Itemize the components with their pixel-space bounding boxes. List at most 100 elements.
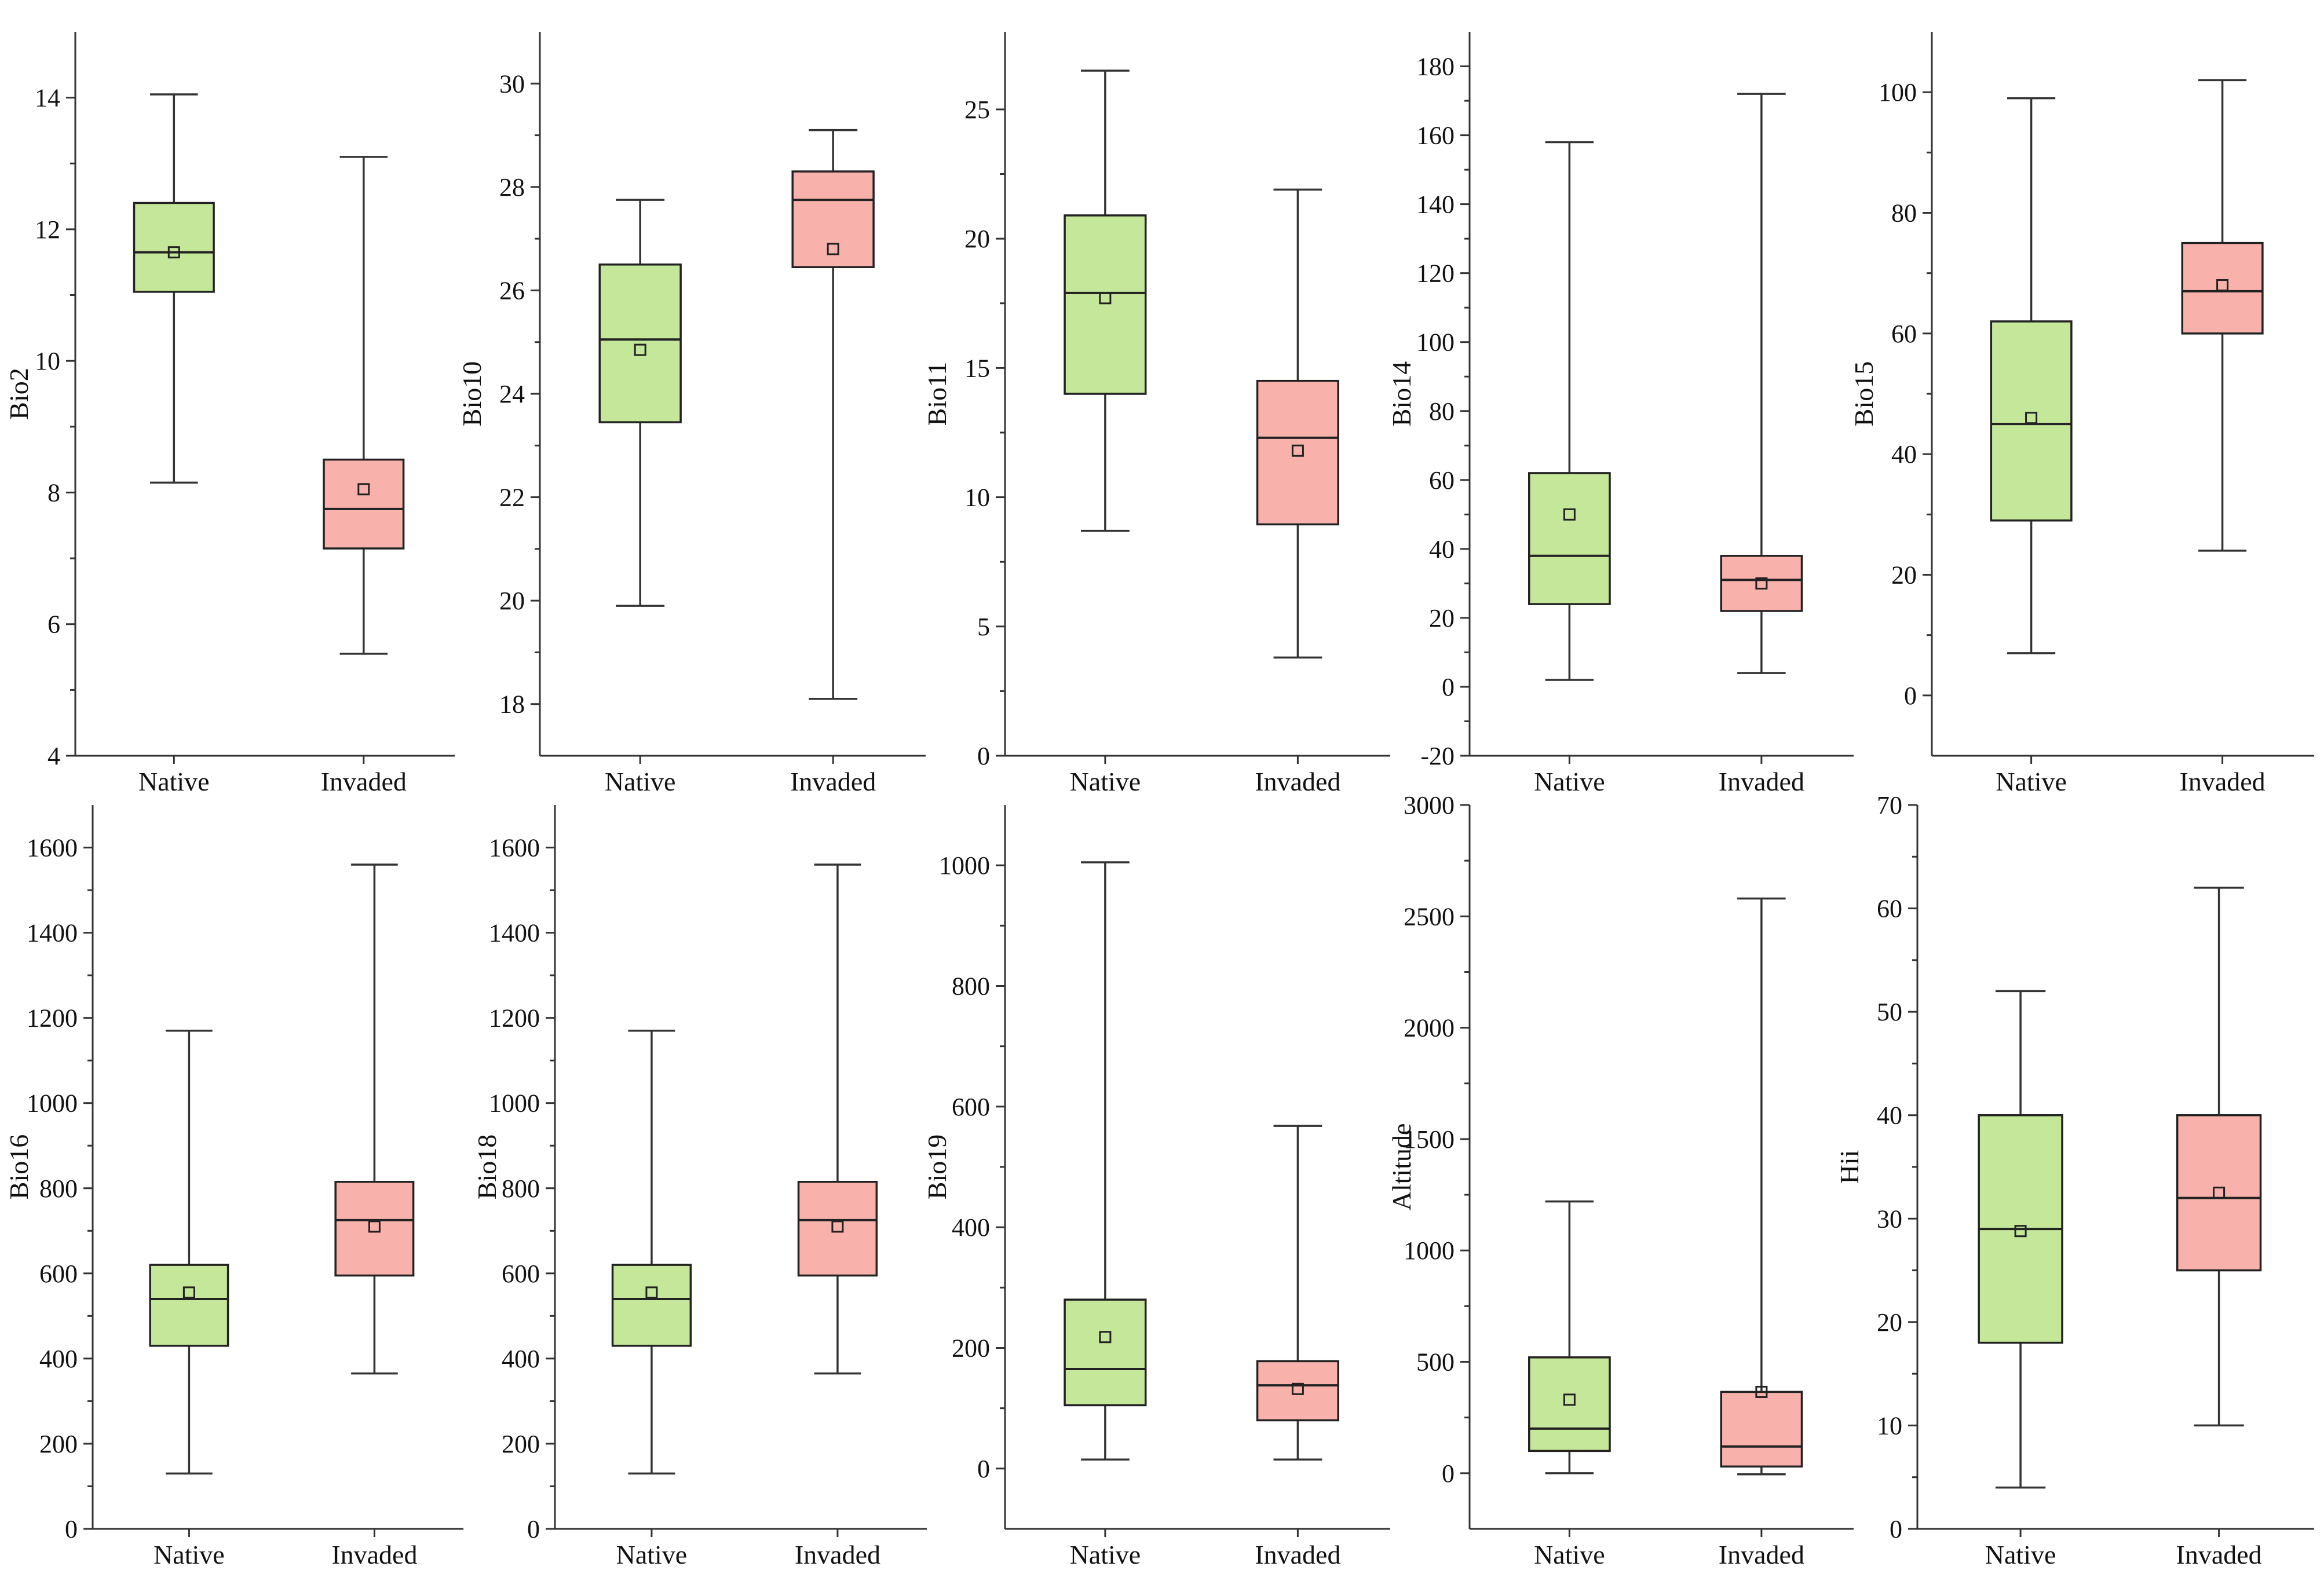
y-tick-label: 20: [964, 225, 990, 253]
y-tick-label: 24: [499, 380, 525, 408]
y-tick-label: 22: [499, 484, 525, 512]
y-tick-label: 1000: [489, 1089, 540, 1118]
y-tick-label: 200: [39, 1430, 78, 1458]
y-tick-label: 14: [35, 84, 60, 112]
box-invaded: Invaded: [331, 863, 417, 1569]
iqr-box: [791, 170, 875, 269]
y-tick-label: 15: [964, 354, 990, 382]
y-tick-label: 80: [1429, 397, 1455, 426]
x-category-label: Invaded: [331, 1540, 417, 1569]
y-tick-label: 20: [1877, 1308, 1902, 1337]
panel-bio18: 0 200 400 600 800 1000 1200 1400 1600 Bio18 Native…: [472, 805, 927, 1569]
box-invaded: Invaded: [1255, 188, 1340, 796]
y-tick-label: 40: [1877, 1101, 1902, 1130]
mean-marker: [645, 1286, 658, 1299]
iqr-box: [1064, 214, 1147, 395]
y-tick-label: 60: [1877, 895, 1902, 923]
y-tick-label: 800: [502, 1174, 540, 1203]
box-invaded: Invaded: [2180, 79, 2265, 796]
iqr-box: [1256, 1360, 1339, 1422]
mean-marker: [1563, 508, 1576, 521]
panel-bio14: -20 0 20 40 60 80 100 120 140 160 180 Bio14 Native In…: [1387, 32, 1854, 796]
iqr-box: [1528, 1356, 1611, 1452]
y-tick-label: 200: [952, 1334, 990, 1363]
panel-bio10: 18 20 22 24 26 28 30 Bio10 Native Invaded: [457, 32, 926, 796]
y-tick-label: 1500: [1404, 1125, 1455, 1154]
box-native: Native: [598, 199, 682, 796]
panel-bio19: 0 200 400 600 800 1000 Bio19 Native Invaded: [922, 805, 1390, 1569]
x-category-label: Invaded: [2176, 1540, 2262, 1569]
y-tick-label: 0: [1442, 673, 1455, 701]
x-category-label: Native: [605, 767, 676, 796]
x-category-label: Invaded: [2180, 767, 2265, 796]
x-category-label: Native: [138, 767, 210, 796]
y-tick-label: 100: [1416, 328, 1455, 357]
mean-marker: [1755, 577, 1768, 590]
panel-bio2: 4 6 8 10 12 14 Bio2 Native Invaded: [4, 32, 455, 796]
y-tick-label: 60: [1891, 320, 1917, 348]
y-tick-label: 400: [39, 1345, 78, 1373]
x-category-label: Invaded: [790, 767, 876, 796]
y-tick-label: 20: [499, 587, 525, 615]
y-tick-label: 1400: [27, 919, 78, 947]
panel-bio16: 0 200 400 600 800 1000 1200 1400 1600 Bio16 Native…: [4, 805, 463, 1569]
panel-altitude: 0 500 1000 1500 2000 2500 3000 Altitude Native In…: [1387, 791, 1854, 1569]
box-native: Native: [611, 1029, 692, 1569]
iqr-box: [1528, 472, 1611, 605]
y-tick-label: 140: [1416, 191, 1455, 219]
y-axis-label: Bio14: [1387, 361, 1416, 426]
box-invaded: Invaded: [1255, 1125, 1340, 1569]
y-axis-label: Bio15: [1849, 361, 1879, 426]
y-tick-label: 10: [35, 347, 60, 375]
y-axis-label: Bio16: [4, 1134, 34, 1199]
y-tick-label: 0: [1442, 1459, 1455, 1488]
y-tick-label: 100: [1879, 78, 1917, 107]
x-category-label: Native: [1070, 767, 1141, 796]
y-tick-label: 3000: [1404, 791, 1455, 819]
box-invaded: Invaded: [795, 863, 880, 1569]
y-tick-label: 800: [39, 1174, 78, 1203]
y-tick-label: 600: [952, 1093, 990, 1121]
iqr-box: [1720, 555, 1803, 612]
y-tick-label: 18: [499, 690, 525, 719]
box-native: Native: [133, 93, 215, 796]
y-tick-label: 10: [964, 484, 990, 512]
box-native: Native: [1064, 69, 1147, 796]
x-category-label: Native: [1534, 1540, 1605, 1569]
iqr-box: [1990, 320, 2073, 522]
x-category-label: Native: [1070, 1540, 1141, 1569]
mean-marker: [2213, 1187, 2226, 1199]
x-category-label: Invaded: [1255, 767, 1340, 796]
y-tick-label: 30: [1877, 1205, 1902, 1233]
box-invaded: Invaded: [1719, 897, 1804, 1569]
y-tick-label: 1000: [1404, 1236, 1455, 1265]
mean-marker: [182, 1286, 195, 1299]
iqr-box: [149, 1264, 229, 1347]
y-tick-label: 25: [964, 96, 990, 124]
box-native: Native: [1978, 990, 2063, 1569]
box-invaded: Invaded: [2176, 887, 2262, 1569]
iqr-box: [334, 1180, 415, 1277]
y-tick-label: 20: [1891, 561, 1917, 590]
box-invaded: Invaded: [1719, 93, 1804, 796]
box-native: Native: [1528, 1200, 1611, 1569]
y-tick-label: 400: [502, 1345, 540, 1373]
iqr-box: [611, 1264, 692, 1347]
x-category-label: Invaded: [1719, 767, 1804, 796]
x-category-label: Native: [154, 1540, 225, 1569]
y-axis-label: Hii: [1835, 1150, 1864, 1184]
panel-bio11: 0 5 10 15 20 25 Bio11 Native Invaded: [922, 32, 1390, 796]
y-tick-label: 0: [977, 1455, 990, 1483]
x-category-label: Invaded: [1719, 1540, 1804, 1569]
iqr-box: [1064, 1298, 1147, 1407]
y-tick-label: 800: [952, 972, 990, 1001]
iqr-box: [797, 1180, 878, 1277]
iqr-box: [598, 264, 682, 423]
y-tick-label: 1400: [489, 919, 540, 947]
mean-marker: [831, 1220, 844, 1233]
y-tick-label: 160: [1416, 122, 1455, 150]
y-tick-label: 0: [977, 742, 990, 770]
y-tick-label: 1000: [939, 851, 990, 880]
y-tick-label: 4: [47, 742, 60, 770]
y-tick-label: 180: [1416, 53, 1455, 81]
